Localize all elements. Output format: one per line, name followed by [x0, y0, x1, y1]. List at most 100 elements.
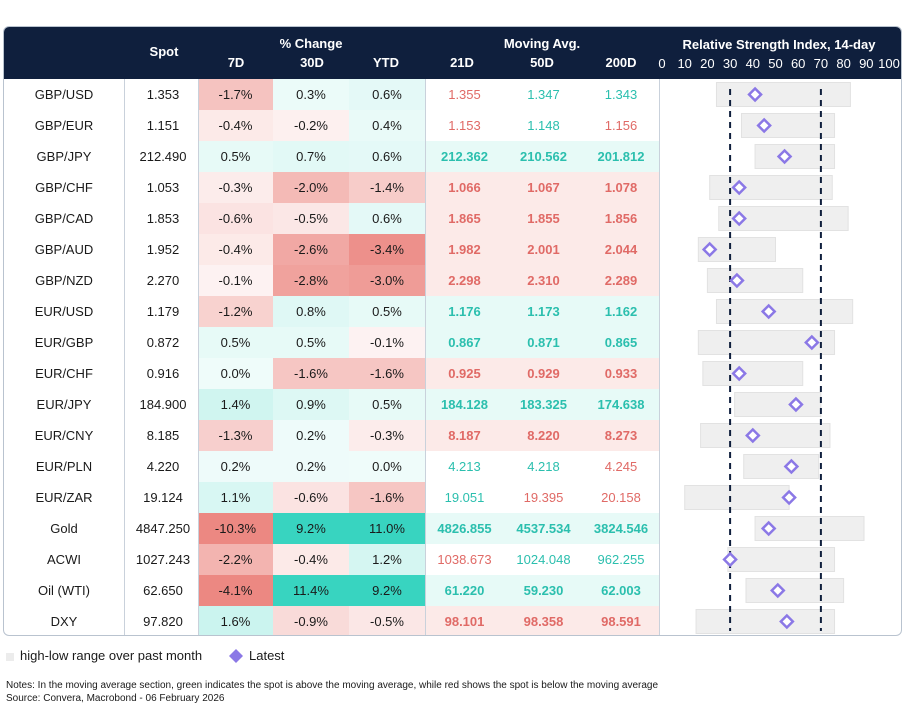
- cell-ytd: 1.2%: [349, 544, 425, 575]
- rsi-range-bar: [715, 299, 854, 324]
- cell-ma21: 4826.855: [425, 513, 504, 544]
- cell-ma50: 8.220: [504, 420, 583, 451]
- fx-table-card: Spot % Change 7D 30D YTD Moving Avg. 21D…: [3, 26, 902, 636]
- cell-d30: 0.2%: [273, 420, 349, 451]
- cell-name: GBP/JPY: [36, 149, 92, 164]
- table-row: GBP/EUR 1.151 -0.4% -0.2% 0.4% 1.153 1.148 1.15…: [4, 110, 659, 141]
- rsi-tick-label: 0: [658, 56, 666, 71]
- cell-name: ACWI: [47, 552, 81, 567]
- cell-ma200: 1.156: [604, 118, 638, 133]
- cell-d7: -2.2%: [198, 544, 273, 575]
- header-rsi-title: Relative Strength Index, 14-day: [682, 37, 876, 52]
- cell-name: EUR/ZAR: [35, 490, 93, 505]
- header-21d: 21D: [450, 55, 474, 70]
- cell-ma200: 8.273: [583, 420, 659, 451]
- cell-d7: 1.4%: [198, 389, 273, 420]
- cell-d30: 0.7%: [273, 141, 349, 172]
- cell-ma200: 0.933: [583, 358, 659, 389]
- rsi-tick-label: 20: [700, 56, 715, 71]
- cell-ma200: 3824.546: [583, 513, 659, 544]
- rsi-range-bar: [684, 485, 790, 510]
- table-row: ACWI 1027.243 -2.2% -0.4% 1.2% 1038.673 1024.0…: [4, 544, 659, 575]
- rsi-latest-marker: [783, 458, 800, 475]
- cell-ytd: -0.5%: [349, 606, 425, 635]
- table-row: EUR/GBP 0.872 0.5% 0.5% -0.1% 0.867 0.871 0.865: [4, 327, 659, 358]
- table-row: EUR/JPY 184.900 1.4% 0.9% 0.5% 184.128 183.325…: [4, 389, 659, 420]
- cell-ma50: 19.395: [523, 490, 564, 505]
- cell-d30: -0.9%: [273, 606, 349, 635]
- cell-spot: 8.185: [146, 428, 180, 443]
- cell-ma200: 2.289: [583, 265, 659, 296]
- cell-d30: -0.5%: [273, 203, 349, 234]
- cell-spot: 1027.243: [135, 552, 191, 567]
- cell-spot: 19.124: [143, 490, 183, 505]
- rsi-latest-marker: [760, 303, 777, 320]
- cell-name: GBP/USD: [34, 87, 94, 102]
- cell-d30: 11.4%: [273, 575, 349, 606]
- table-row: GBP/CHF 1.053 -0.3% -2.0% -1.4% 1.066 1.067 1.0…: [4, 172, 659, 203]
- header-ytd: YTD: [373, 55, 399, 70]
- cell-spot: 1.179: [146, 304, 180, 319]
- cell-spot: 1.853: [146, 211, 180, 226]
- cell-d7: 1.1%: [198, 482, 273, 513]
- cell-ma50: 2.310: [504, 265, 583, 296]
- table-row: EUR/CNY 8.185 -1.3% 0.2% -0.3% 8.187 8.220 8.27…: [4, 420, 659, 451]
- cell-ma21: 19.051: [444, 490, 485, 505]
- cell-d7: 0.2%: [198, 451, 273, 482]
- cell-ytd: 0.4%: [349, 110, 425, 141]
- legend-range-label: high-low range over past month: [20, 648, 203, 663]
- cell-d7: -1.7%: [198, 79, 273, 110]
- cell-name: EUR/GBP: [34, 335, 94, 350]
- rsi-latest-marker: [781, 489, 797, 506]
- table-header: Spot % Change 7D 30D YTD Moving Avg. 21D…: [4, 27, 901, 79]
- cell-d7: 1.6%: [198, 606, 273, 635]
- table-row: GBP/AUD 1.952 -0.4% -2.6% -3.4% 1.982 2.001 2.0…: [4, 234, 659, 265]
- table-row: GBP/USD 1.353 -1.7% 0.3% 0.6% 1.355 1.347 1.343: [4, 79, 659, 110]
- legend-latest-label: Latest: [249, 648, 285, 663]
- header-spot: Spot: [149, 44, 179, 59]
- rsi-tick-label: 10: [677, 56, 692, 71]
- cell-spot: 0.916: [146, 366, 180, 381]
- rsi-latest-marker: [770, 582, 786, 599]
- cell-spot: 4847.250: [135, 521, 191, 536]
- cell-ma50: 4.218: [527, 459, 560, 474]
- header-50d: 50D: [530, 55, 554, 70]
- cell-ma50: 1.173: [504, 296, 583, 327]
- rsi-range-bar: [743, 454, 820, 479]
- cell-spot: 4.220: [146, 459, 180, 474]
- cell-ma50: 1.067: [504, 172, 583, 203]
- source-line: Source: Convera, Macrobond - 06 February…: [6, 693, 225, 704]
- cell-ma50: 98.358: [504, 606, 583, 635]
- cell-ma21: 0.867: [425, 327, 504, 358]
- cell-ma50: 0.929: [504, 358, 583, 389]
- cell-ma21: 1038.673: [437, 552, 492, 567]
- cell-ma50: 59.230: [504, 575, 583, 606]
- table-row: GBP/CAD 1.853 -0.6% -0.5% 0.6% 1.865 1.855 1.85…: [4, 203, 659, 234]
- cell-d30: 9.2%: [273, 513, 349, 544]
- cell-ytd: -0.3%: [349, 420, 425, 451]
- cell-ma200: 1.162: [583, 296, 659, 327]
- cell-d30: 0.9%: [273, 389, 349, 420]
- cell-spot: 184.900: [139, 397, 187, 412]
- cell-ytd: -1.4%: [349, 172, 425, 203]
- rsi-latest-marker: [729, 272, 745, 289]
- header-pct-change: % Change: [279, 36, 343, 51]
- rsi-range-bar: [700, 423, 831, 448]
- rsi-chart: [684, 82, 865, 634]
- rsi-latest-marker: [731, 210, 747, 227]
- cell-d7: -0.6%: [198, 203, 273, 234]
- cell-ma50: 0.871: [504, 327, 583, 358]
- cell-name: Gold: [50, 521, 78, 536]
- cell-ma200: 4.245: [604, 459, 638, 474]
- rsi-range-bar: [709, 175, 833, 200]
- cell-ma50: 1.855: [504, 203, 583, 234]
- cell-name: GBP/EUR: [34, 118, 94, 133]
- rsi-tick-label: 30: [722, 56, 738, 71]
- cell-ytd: 0.5%: [349, 389, 425, 420]
- cell-ma21: 2.298: [425, 265, 504, 296]
- legend-latest-icon: [229, 649, 243, 663]
- table-row: GBP/NZD 2.270 -0.1% -2.8% -3.0% 2.298 2.310 2.2…: [4, 265, 659, 296]
- cell-name: GBP/NZD: [35, 273, 93, 288]
- rsi-latest-marker: [701, 241, 718, 258]
- cell-d7: -0.3%: [198, 172, 273, 203]
